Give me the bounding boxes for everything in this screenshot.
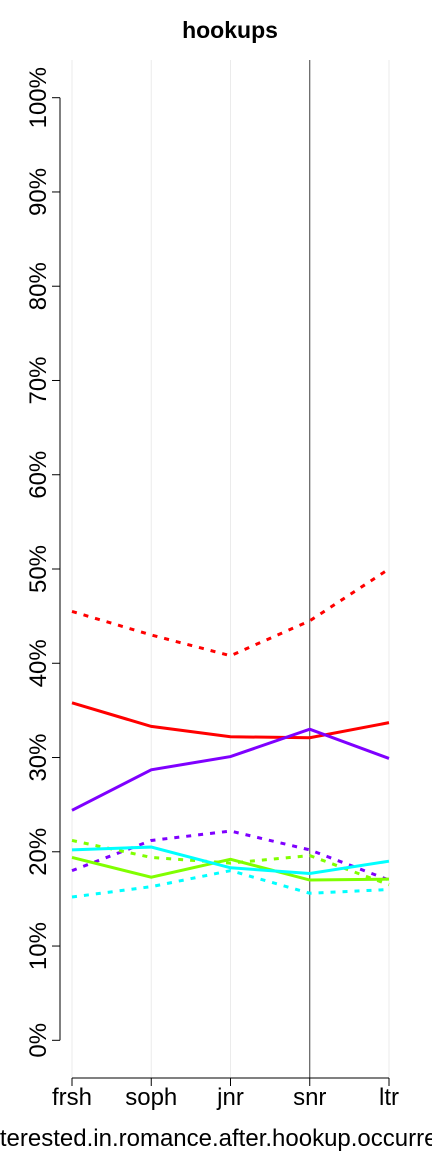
chart-title: hookups — [182, 17, 278, 43]
y-tick-label: 20% — [25, 828, 52, 876]
y-tick-label: 50% — [25, 545, 52, 593]
line — [71, 845, 390, 875]
y-tick-label: 100% — [25, 67, 52, 128]
y-tick-label: 80% — [25, 262, 52, 310]
x-tick-label: jnr — [216, 1084, 244, 1111]
x-tick-label: snr — [293, 1084, 326, 1111]
line — [71, 855, 390, 882]
line — [71, 869, 390, 899]
x-tick-label: soph — [125, 1084, 177, 1111]
line — [71, 701, 390, 740]
y-tick-label: 30% — [25, 733, 52, 781]
y-tick-label: 0% — [25, 1023, 52, 1058]
x-tick-label: ltr — [379, 1084, 399, 1111]
line — [71, 839, 390, 887]
x-tick-label: frsh — [52, 1084, 92, 1111]
y-tick-label: 10% — [25, 922, 52, 970]
y-tick-label: 90% — [25, 168, 52, 216]
y-tick-label: 70% — [25, 356, 52, 404]
y-tick-label: 60% — [25, 451, 52, 499]
y-tick-label: 40% — [25, 639, 52, 687]
line — [71, 727, 390, 812]
x-axis-label: interested.in.romance.after.hookup.occur… — [0, 1125, 432, 1152]
